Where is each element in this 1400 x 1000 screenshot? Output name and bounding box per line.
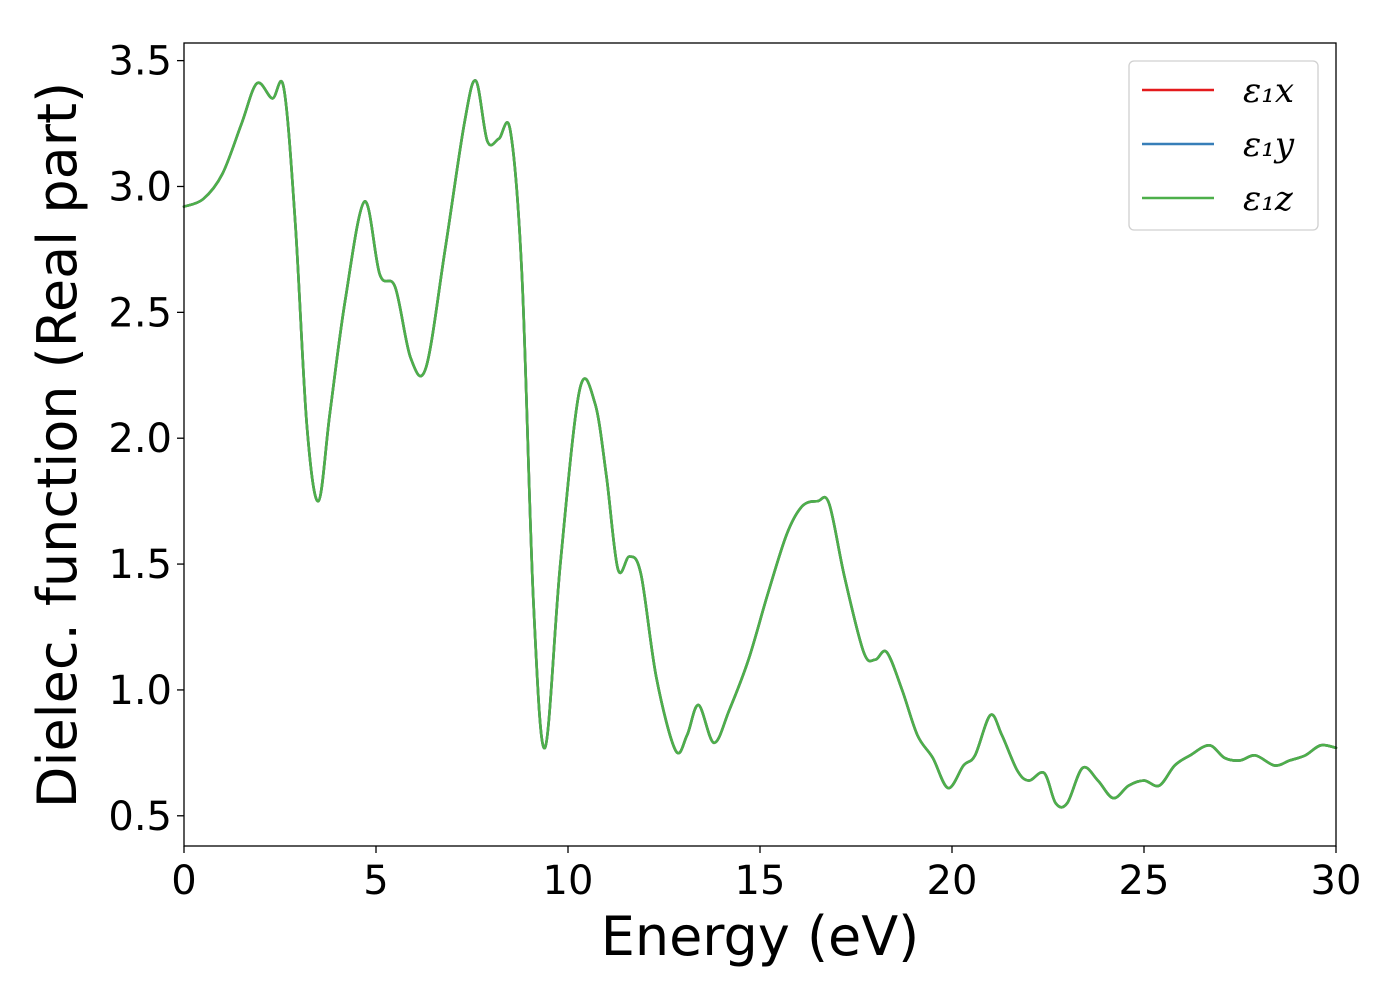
x-axis-label: Energy (eV) (601, 905, 920, 968)
x-tick-label: 25 (1119, 858, 1170, 904)
x-tick-label: 0 (171, 858, 196, 904)
y-axis-label: Dielec. function (Real part) (26, 82, 89, 808)
x-tick-label: 15 (735, 858, 786, 904)
series-layer (182, 79, 1338, 809)
x-tick-label: 30 (1311, 858, 1362, 904)
x-axis: 0 5 10 15 20 25 30 (171, 846, 1361, 904)
y-tick-label: 1.0 (108, 668, 172, 714)
legend-label-2: ε₁y (1243, 125, 1295, 165)
y-axis: 0.5 1.0 1.5 2.0 2.5 3.0 3.5 (108, 39, 184, 840)
legend-label-1: ε₁x (1243, 71, 1294, 111)
legend-label-3: ε₁z (1243, 179, 1294, 219)
y-tick-label: 2.5 (108, 290, 172, 336)
legend: ε₁x ε₁y ε₁z (1128, 60, 1319, 231)
x-tick-label: 10 (543, 858, 594, 904)
x-tick-label: 5 (363, 858, 388, 904)
y-tick-label: 3.0 (108, 164, 172, 210)
y-tick-label: 0.5 (108, 794, 172, 840)
series-line-3 (182, 79, 1338, 809)
legend-box (1128, 60, 1319, 231)
y-tick-label: 2.0 (108, 416, 172, 462)
x-tick-label: 20 (927, 858, 978, 904)
y-tick-label: 1.5 (108, 542, 172, 588)
y-tick-label: 3.5 (108, 39, 172, 85)
